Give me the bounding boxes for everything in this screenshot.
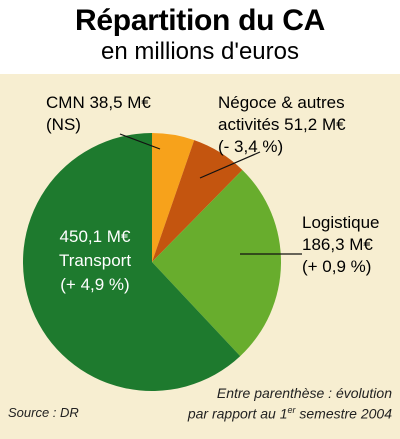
slice-label-line: (NS)	[46, 115, 81, 134]
evolution-note-line2: par rapport au 1er semestre 2004	[187, 405, 392, 422]
slice-label-line: Négoce & autres	[218, 93, 345, 112]
chart-subtitle: en millions d'euros	[100, 38, 299, 65]
pie-slice-cmn	[152, 133, 195, 262]
chart-title: Répartition du CA	[75, 4, 325, 37]
slice-label-line: (- 3,4 %)	[218, 137, 283, 156]
slice-label-line: Transport	[59, 251, 131, 270]
source-label: Source : DR	[8, 405, 79, 420]
pie-slice-transport	[23, 133, 241, 391]
slice-label-negoce-autres-activites: Négoce & autres activités 51,2 M€ (- 3,4 %…	[218, 93, 346, 156]
slice-label-logistique: Logistique 186,3 M€ (+ 0,9 %)	[302, 213, 380, 276]
slice-label-transport: 450,1 M€ Transport (+ 4,9 %)	[59, 227, 131, 294]
slice-label-line: 450,1 M€	[60, 227, 131, 246]
pie-chart: CMN 38,5 M€ (NS) Négoce & autres activités …	[23, 93, 380, 391]
slice-label-cmn: CMN 38,5 M€ (NS)	[46, 93, 151, 134]
leader-line-cmn	[119, 133, 161, 150]
pie-slice-logistique	[152, 169, 281, 357]
slice-label-line: Logistique	[302, 213, 380, 232]
slice-label-line: activités 51,2 M€	[218, 115, 346, 134]
slice-label-line: CMN 38,5 M€	[46, 93, 151, 112]
leader-line-negoce-autres-activites	[199, 151, 261, 179]
evolution-note: Entre parenthèse : évolution par rapport…	[188, 385, 392, 423]
pie-slice-negoce-autres-activites	[152, 140, 243, 262]
evolution-note-line1: Entre parenthèse : évolution	[216, 385, 392, 401]
slice-label-line: (+ 4,9 %)	[60, 275, 129, 294]
slice-label-line: 186,3 M€	[302, 235, 373, 254]
slice-label-line: (+ 0,9 %)	[302, 257, 371, 276]
